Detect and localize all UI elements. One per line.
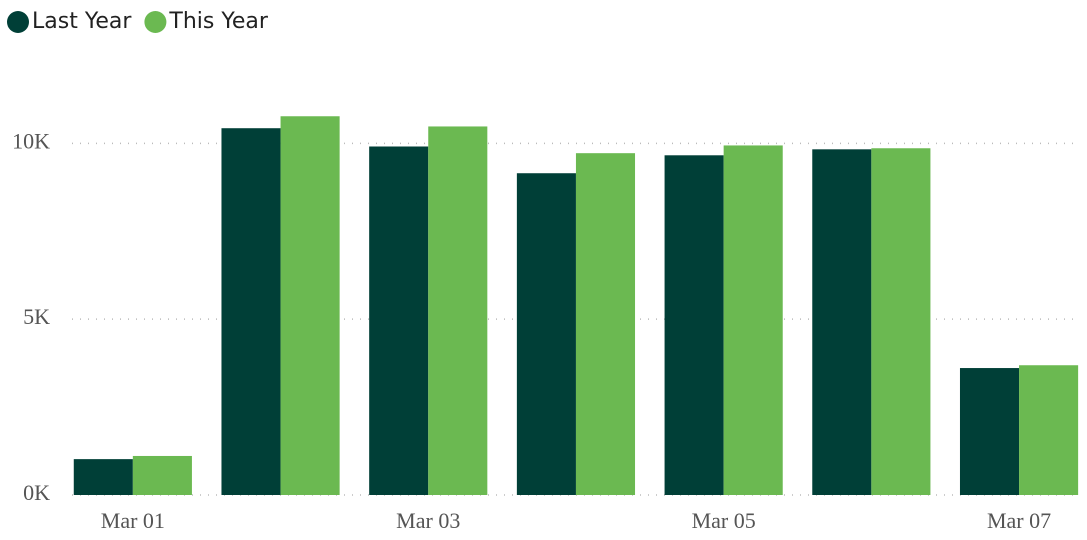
bar [1019, 365, 1079, 495]
bar [280, 116, 340, 495]
bar [723, 145, 783, 495]
y-tick-label: 0K [23, 480, 50, 505]
legend-marker[interactable] [144, 11, 167, 33]
bar [812, 149, 872, 496]
x-tick-label: Mar 03 [396, 508, 460, 533]
x-tick-label: Mar 07 [987, 508, 1051, 533]
bar [73, 459, 133, 495]
bar [132, 455, 192, 495]
bar [516, 173, 576, 495]
y-tick-label: 10K [12, 128, 50, 153]
bar [871, 148, 931, 496]
bar [221, 128, 281, 495]
legend-label[interactable]: Last Year [32, 9, 132, 34]
bar [428, 126, 488, 495]
y-tick-label: 5K [23, 304, 50, 329]
bar [959, 368, 1020, 495]
x-tick-label: Mar 05 [692, 508, 756, 533]
legend-label[interactable]: This Year [168, 9, 268, 34]
bar [575, 153, 636, 495]
bar [369, 146, 429, 495]
x-tick-label: Mar 01 [101, 508, 165, 533]
bar [664, 155, 724, 496]
legend-marker[interactable] [7, 11, 29, 33]
